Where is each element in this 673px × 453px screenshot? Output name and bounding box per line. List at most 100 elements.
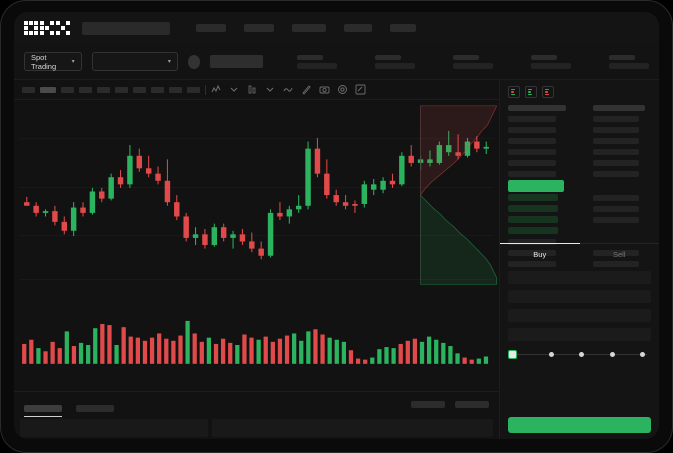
tab-sell[interactable]: Sell	[612, 249, 626, 259]
slider-stop-75[interactable]	[609, 352, 615, 357]
timeframe-5[interactable]	[97, 86, 110, 93]
place-buy-order-button[interactable]	[508, 417, 651, 433]
orderbook-ask-row[interactable]	[508, 157, 651, 168]
orderbook-list[interactable]	[500, 102, 659, 267]
timeframe-10[interactable]	[187, 86, 200, 93]
orderbook-size	[593, 170, 639, 177]
orders-tab-bar	[14, 391, 499, 417]
orderbook-size	[593, 260, 639, 267]
timeframe-7[interactable]	[133, 86, 146, 93]
stat-value	[452, 62, 493, 69]
amount-percent-slider[interactable]	[508, 349, 651, 361]
stat-volume	[608, 54, 649, 69]
top-navigation-bar	[14, 12, 659, 44]
main-body: Buy Sell	[14, 80, 659, 439]
indicators-icon[interactable]	[211, 84, 222, 95]
timeframe-3[interactable]	[61, 86, 74, 93]
trading-mode-label: Spot Trading	[31, 52, 57, 71]
stat-label	[296, 54, 323, 60]
candle-type-icon[interactable]	[247, 84, 258, 95]
chevron-down-icon[interactable]	[229, 84, 240, 95]
orderbook-mode-both[interactable]	[508, 86, 520, 98]
slider-stop-25[interactable]	[548, 352, 554, 357]
orderbook-price	[508, 238, 556, 245]
orderbook-mode-group	[500, 80, 659, 102]
settings-gear-icon[interactable]	[337, 84, 348, 95]
slider-stop-50[interactable]	[579, 352, 584, 357]
nav-item-2[interactable]	[244, 24, 274, 32]
nav-item-5[interactable]	[390, 24, 416, 32]
timeframe-4[interactable]	[79, 86, 92, 93]
total-field[interactable]	[508, 327, 651, 341]
nav-item-1[interactable]	[196, 24, 226, 32]
orderbook-bid-row[interactable]	[508, 225, 651, 236]
nav-item-3[interactable]	[292, 24, 326, 32]
chevron-down-icon[interactable]	[265, 84, 276, 95]
stat-value	[530, 62, 571, 69]
timeframe-8[interactable]	[151, 86, 164, 93]
pair-name	[210, 55, 263, 68]
tab-buy[interactable]: Buy	[500, 242, 580, 265]
slider-stop-100[interactable]	[640, 352, 645, 357]
orderbook-bid-row[interactable]	[508, 247, 651, 258]
timeframe-2[interactable]	[40, 86, 56, 93]
search-input[interactable]	[82, 21, 170, 35]
okx-logo-k	[40, 21, 54, 35]
orderbook-bid-row[interactable]	[508, 192, 651, 203]
orderbook-ask-row[interactable]	[508, 168, 651, 179]
orderbook-size	[593, 115, 639, 122]
bottom-action-2[interactable]	[455, 401, 489, 408]
orders-actions	[411, 401, 489, 408]
order-type-field[interactable]	[508, 270, 651, 284]
tab-order-history[interactable]	[76, 405, 114, 417]
orders-table-cell	[211, 419, 493, 437]
stat-high	[452, 54, 493, 69]
trading-mode-select[interactable]: Spot Trading ▾	[24, 52, 82, 71]
orderbook-bid-row[interactable]	[508, 203, 651, 214]
tab-open-orders[interactable]	[24, 405, 62, 417]
amount-field[interactable]	[508, 308, 651, 322]
orderbook-bid-row[interactable]	[508, 258, 651, 269]
price-field[interactable]	[508, 289, 651, 303]
orderbook-size	[593, 148, 639, 155]
orderbook-spread-row[interactable]	[508, 179, 651, 192]
bottom-action-1[interactable]	[411, 401, 445, 408]
okx-logo[interactable]	[24, 21, 70, 35]
orderbook-ask-row[interactable]	[508, 135, 651, 146]
fullscreen-icon[interactable]	[355, 84, 366, 95]
price-chart[interactable]	[14, 100, 499, 391]
stat-last-price	[296, 54, 337, 69]
line-chart-icon[interactable]	[283, 84, 294, 95]
orderbook-size	[593, 159, 639, 166]
orderbook-mode-bids[interactable]	[525, 86, 537, 98]
orderbook-price	[508, 126, 556, 133]
slider-handle[interactable]	[508, 350, 517, 359]
nav-item-4[interactable]	[344, 24, 372, 32]
orderbook-mode-asks[interactable]	[542, 86, 554, 98]
orderbook-size	[593, 216, 639, 223]
pair-select[interactable]: ▾	[91, 52, 178, 71]
tab-label	[24, 405, 62, 412]
chart-column	[14, 80, 499, 439]
okx-logo-x	[56, 21, 70, 35]
orderbook-size	[593, 137, 639, 144]
toolbar-divider	[205, 84, 206, 95]
okx-logo-o	[24, 21, 38, 35]
orderbook-ask-row[interactable]	[508, 124, 651, 135]
chart-gridlines	[18, 138, 495, 280]
orderbook-price	[508, 249, 556, 256]
orderbook-bid-row[interactable]	[508, 236, 651, 247]
chart-tool-list	[211, 84, 366, 95]
timeframe-9[interactable]	[169, 86, 182, 93]
buy-sell-tabs: Buy Sell	[500, 242, 659, 265]
timeframe-1[interactable]	[22, 86, 35, 93]
timeframe-6[interactable]	[115, 86, 128, 93]
draw-icon[interactable]	[301, 84, 312, 95]
orderbook-ask-row[interactable]	[508, 146, 651, 157]
orderbook-bid-row[interactable]	[508, 214, 651, 225]
orderbook-ask-row[interactable]	[508, 113, 651, 124]
orderbook-price	[508, 260, 556, 267]
snapshot-icon[interactable]	[319, 84, 330, 95]
orderbook-header[interactable]	[508, 102, 651, 113]
